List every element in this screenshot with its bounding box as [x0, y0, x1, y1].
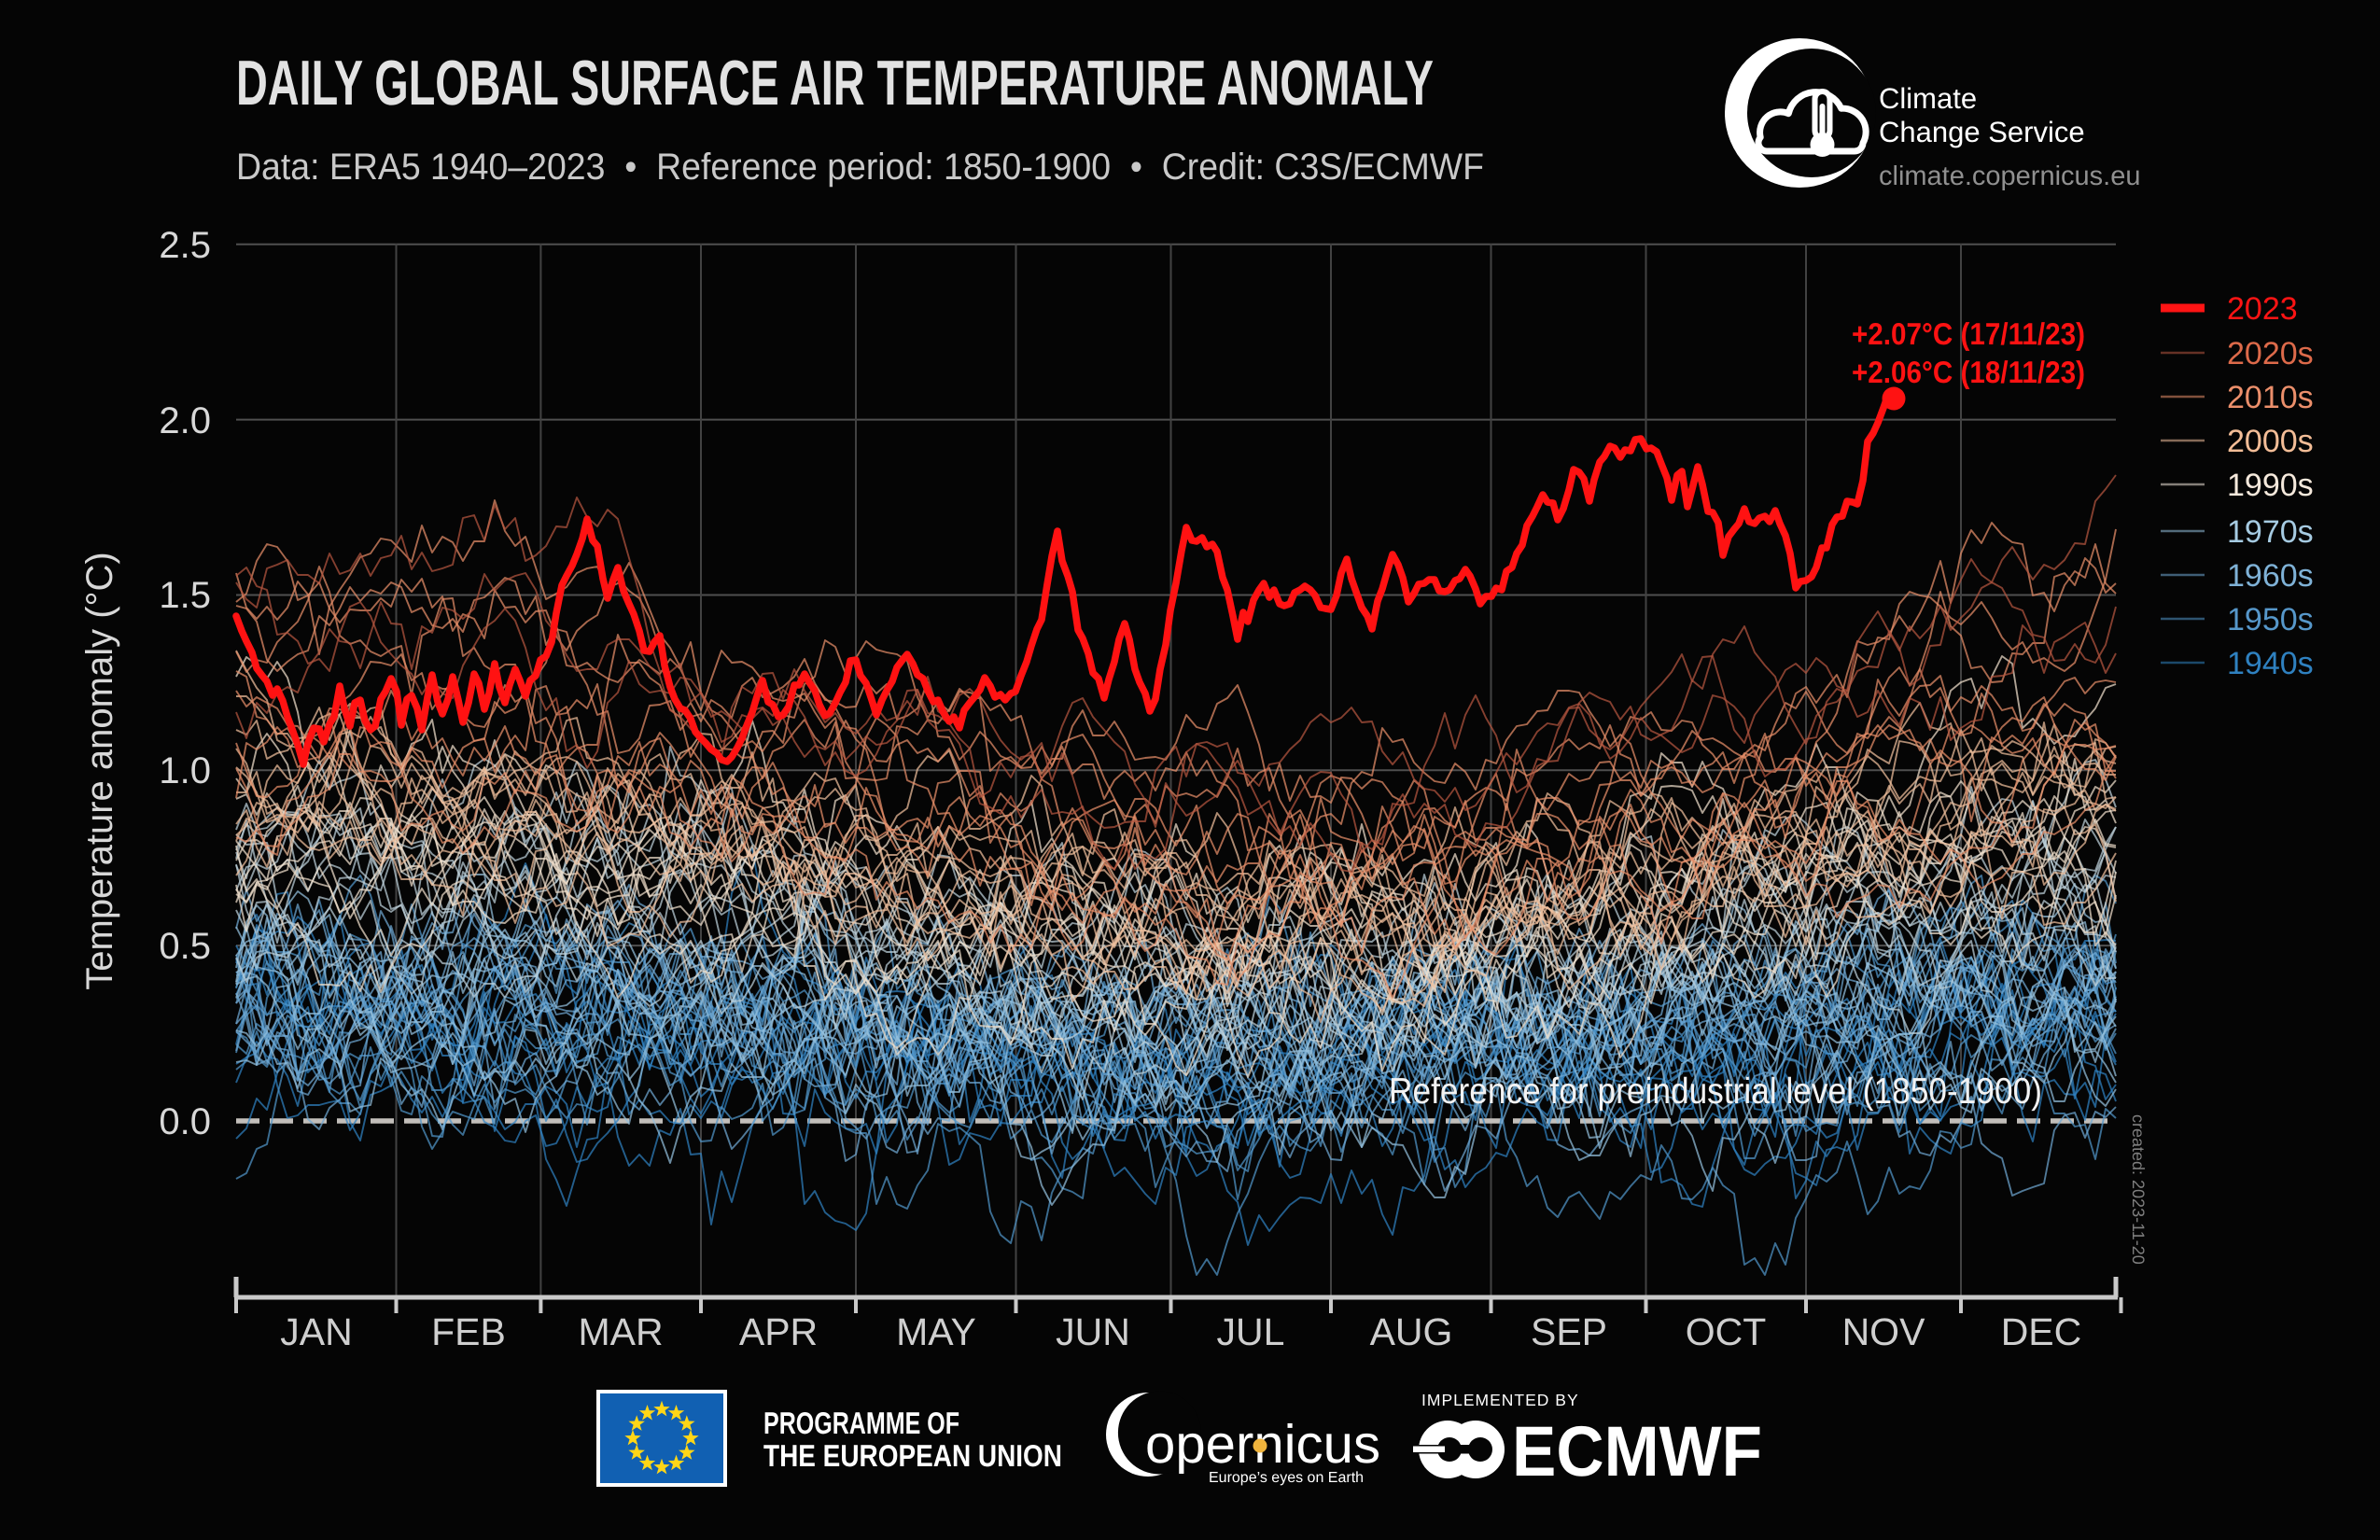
svg-text:1990s: 1990s	[2227, 468, 2314, 503]
svg-text:1940s: 1940s	[2227, 646, 2314, 681]
svg-text:ECMWF: ECMWF	[1512, 1412, 1762, 1491]
svg-text:JUN: JUN	[1056, 1310, 1130, 1353]
svg-text:JUL: JUL	[1217, 1310, 1285, 1353]
svg-text:1960s: 1960s	[2227, 558, 2314, 594]
svg-text:Change Service: Change Service	[1879, 116, 2085, 148]
svg-text:Reference for preindustrial le: Reference for preindustrial level (1850-…	[1389, 1071, 2042, 1112]
svg-text:MAR: MAR	[578, 1310, 663, 1353]
svg-text:2020s: 2020s	[2227, 336, 2314, 371]
svg-text:+2.07°C (17/11/23): +2.07°C (17/11/23)	[1852, 316, 2085, 351]
svg-text:DEC: DEC	[2001, 1310, 2082, 1353]
svg-text:SEP: SEP	[1531, 1310, 1607, 1353]
svg-text:PROGRAMME OF: PROGRAMME OF	[763, 1406, 959, 1440]
svg-text:IMPLEMENTED BY: IMPLEMENTED BY	[1421, 1391, 1579, 1409]
svg-text:0.0: 0.0	[159, 1101, 211, 1142]
svg-text:NOV: NOV	[1842, 1310, 1926, 1353]
svg-text:Data: ERA5 1940–2023 • Refer: Data: ERA5 1940–2023 • Reference period:…	[236, 147, 1484, 188]
svg-text:2.5: 2.5	[159, 225, 211, 266]
svg-text:Europe’s eyes on Earth: Europe’s eyes on Earth	[1209, 1470, 1364, 1486]
svg-text:2010s: 2010s	[2227, 380, 2314, 415]
svg-text:FEB: FEB	[431, 1310, 506, 1353]
svg-text:JAN: JAN	[280, 1310, 352, 1353]
svg-text:1.5: 1.5	[159, 575, 211, 616]
svg-text:APR: APR	[739, 1310, 818, 1353]
svg-text:THE EUROPEAN UNION: THE EUROPEAN UNION	[763, 1438, 1062, 1473]
svg-text:1950s: 1950s	[2227, 602, 2314, 637]
svg-text:Climate: Climate	[1879, 82, 1977, 115]
svg-text:2023: 2023	[2227, 291, 2298, 327]
svg-text:AUG: AUG	[1370, 1310, 1453, 1353]
svg-text:Temperature anomaly (°C): Temperature anomaly (°C)	[79, 552, 120, 990]
svg-text:2.0: 2.0	[159, 400, 211, 441]
svg-text:MAY: MAY	[896, 1310, 976, 1353]
svg-text:2000s: 2000s	[2227, 424, 2314, 459]
svg-text:1970s: 1970s	[2227, 514, 2314, 550]
svg-text:OCT: OCT	[1686, 1310, 1767, 1353]
svg-text:1.0: 1.0	[159, 750, 211, 791]
svg-text:climate.copernicus.eu: climate.copernicus.eu	[1879, 161, 2140, 191]
svg-text:created: 2023-11-20: created: 2023-11-20	[2129, 1114, 2148, 1265]
svg-text:DAILY GLOBAL SURFACE AIR TEMPE: DAILY GLOBAL SURFACE AIR TEMPERATURE ANO…	[236, 48, 1434, 119]
svg-text:+2.06°C (18/11/23): +2.06°C (18/11/23)	[1852, 355, 2085, 389]
svg-text:0.5: 0.5	[159, 926, 211, 967]
